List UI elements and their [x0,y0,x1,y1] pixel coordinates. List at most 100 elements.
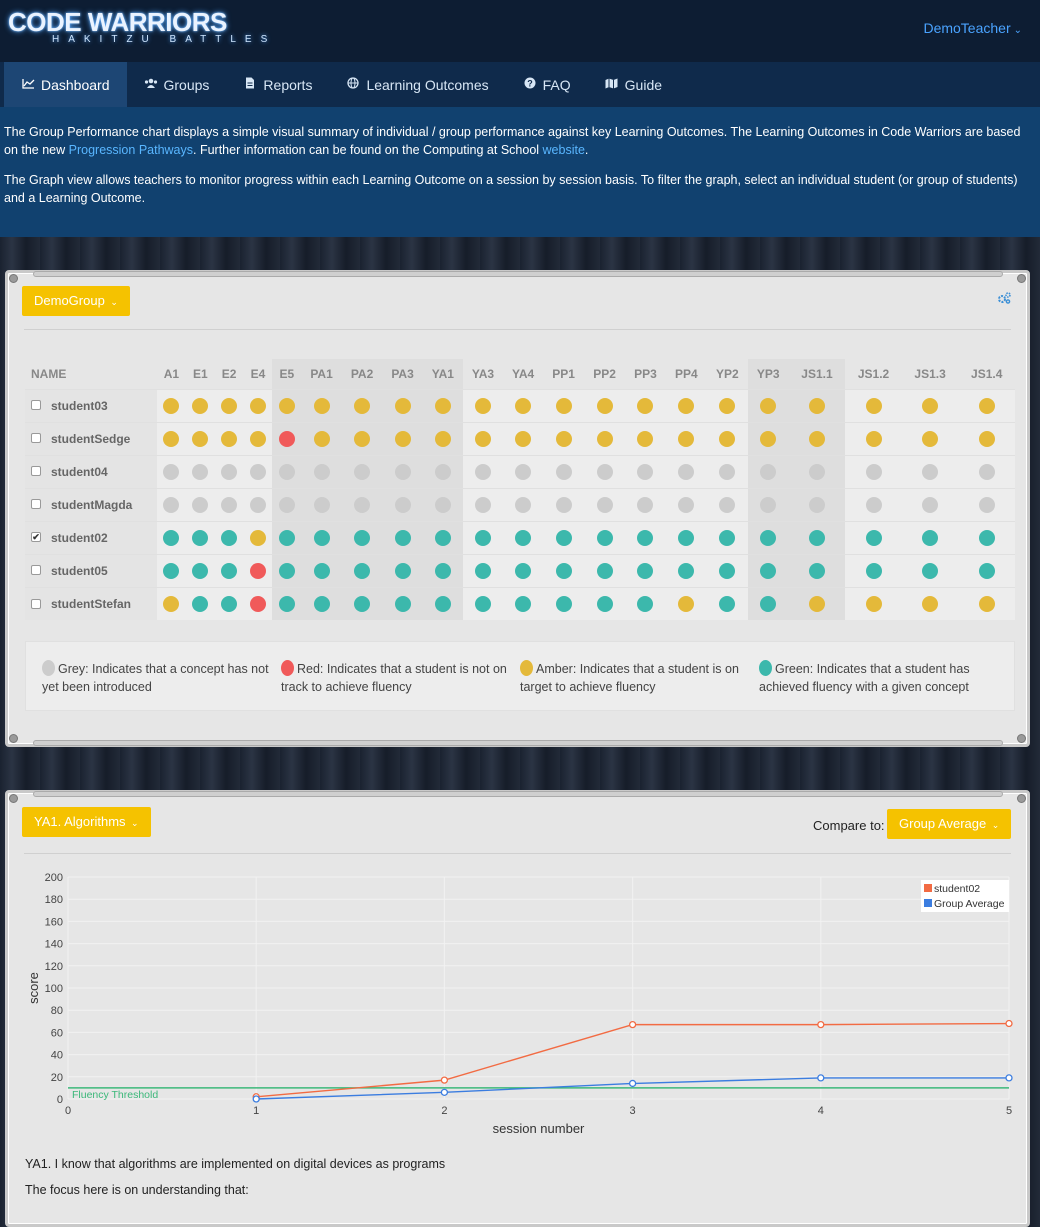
status-dot[interactable] [313,562,330,579]
status-dot[interactable] [354,430,371,447]
nav-reports[interactable]: Reports [226,62,329,107]
student-name[interactable]: student03 [51,398,108,413]
status-dot[interactable] [865,529,882,546]
status-dot[interactable] [922,562,939,579]
status-dot[interactable] [637,430,654,447]
status-dot[interactable] [808,595,825,612]
status-dot[interactable] [760,397,777,414]
status-dot[interactable] [192,562,209,579]
status-dot[interactable] [221,496,238,513]
status-dot[interactable] [250,397,266,414]
status-dot[interactable] [278,562,295,579]
status-dot[interactable] [278,430,295,447]
status-dot[interactable] [865,430,882,447]
status-dot[interactable] [221,430,238,447]
status-dot[interactable] [637,562,654,579]
student-name[interactable]: student05 [51,563,108,578]
status-dot[interactable] [596,562,613,579]
status-dot[interactable] [163,595,180,612]
status-dot[interactable] [678,529,695,546]
status-dot[interactable] [434,463,451,480]
status-dot[interactable] [474,562,491,579]
status-dot[interactable] [394,430,411,447]
status-dot[interactable] [865,397,882,414]
status-dot[interactable] [394,595,411,612]
status-dot[interactable] [555,595,572,612]
compare-dropdown[interactable]: Group Average ⌄ [887,809,1012,839]
status-dot[interactable] [760,562,777,579]
status-dot[interactable] [978,529,995,546]
status-dot[interactable] [760,529,777,546]
status-dot[interactable] [394,562,411,579]
user-menu[interactable]: DemoTeacher ⌄ [923,20,1022,36]
status-dot[interactable] [678,397,695,414]
status-dot[interactable] [163,562,180,579]
status-dot[interactable] [313,397,330,414]
status-dot[interactable] [474,595,491,612]
status-dot[interactable] [250,430,266,447]
status-dot[interactable] [865,463,882,480]
status-dot[interactable] [719,397,736,414]
status-dot[interactable] [808,397,825,414]
status-dot[interactable] [515,496,532,513]
status-dot[interactable] [394,463,411,480]
status-dot[interactable] [515,430,532,447]
status-dot[interactable] [760,430,777,447]
status-dot[interactable] [515,397,532,414]
student-checkbox[interactable]: ✔ [31,532,41,543]
status-dot[interactable] [250,496,266,513]
nav-guide[interactable]: Guide [588,62,679,107]
status-dot[interactable] [278,397,295,414]
status-dot[interactable] [555,397,572,414]
status-dot[interactable] [515,529,532,546]
status-dot[interactable] [278,463,295,480]
status-dot[interactable] [434,529,451,546]
status-dot[interactable] [221,595,238,612]
status-dot[interactable] [250,595,266,612]
status-dot[interactable] [313,529,330,546]
status-dot[interactable] [313,595,330,612]
status-dot[interactable] [978,496,995,513]
status-dot[interactable] [250,562,266,579]
status-dot[interactable] [678,562,695,579]
student-name[interactable]: student02 [51,530,108,545]
status-dot[interactable] [313,496,330,513]
status-dot[interactable] [354,496,371,513]
status-dot[interactable] [922,496,939,513]
website-link[interactable]: website [542,143,585,157]
student-name[interactable]: studentStefan [51,596,132,611]
status-dot[interactable] [637,595,654,612]
status-dot[interactable] [278,529,295,546]
student-name[interactable]: student04 [51,464,108,479]
status-dot[interactable] [808,529,825,546]
status-dot[interactable] [192,397,209,414]
status-dot[interactable] [394,397,411,414]
status-dot[interactable] [922,430,939,447]
status-dot[interactable] [221,529,238,546]
status-dot[interactable] [596,397,613,414]
cogs-icon[interactable] [997,291,1011,307]
status-dot[interactable] [354,595,371,612]
status-dot[interactable] [865,595,882,612]
status-dot[interactable] [637,496,654,513]
status-dot[interactable] [978,397,995,414]
status-dot[interactable] [596,595,613,612]
nav-faq[interactable]: ? FAQ [506,62,588,107]
status-dot[interactable] [978,430,995,447]
status-dot[interactable] [922,595,939,612]
status-dot[interactable] [922,463,939,480]
nav-groups[interactable]: Groups [127,62,227,107]
student-checkbox[interactable] [31,499,41,510]
status-dot[interactable] [354,463,371,480]
status-dot[interactable] [555,463,572,480]
status-dot[interactable] [163,397,180,414]
status-dot[interactable] [719,463,736,480]
status-dot[interactable] [596,496,613,513]
status-dot[interactable] [474,496,491,513]
status-dot[interactable] [678,595,695,612]
status-dot[interactable] [434,595,451,612]
status-dot[interactable] [760,463,777,480]
status-dot[interactable] [434,562,451,579]
status-dot[interactable] [978,595,995,612]
status-dot[interactable] [515,562,532,579]
